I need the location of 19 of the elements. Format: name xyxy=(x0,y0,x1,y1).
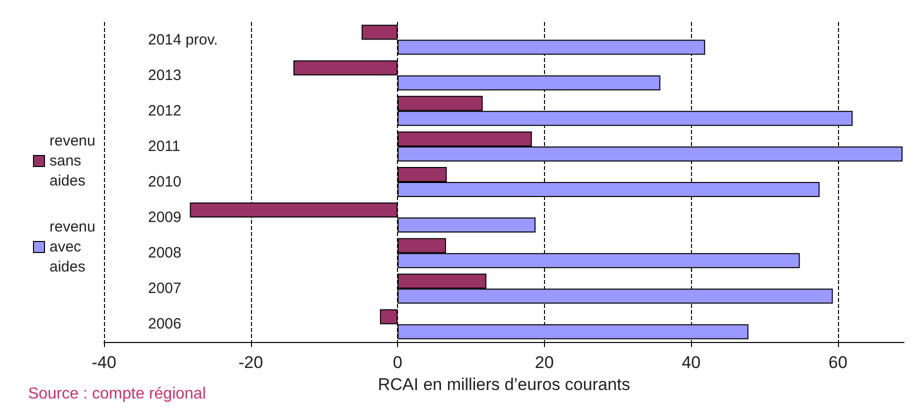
x-tick-label: 60 xyxy=(828,353,848,372)
source-note: Source : compte régional xyxy=(28,386,206,402)
x-tick-label: 20 xyxy=(534,353,554,372)
y-tick-label: 2009 xyxy=(148,209,182,226)
x-tick-label: 40 xyxy=(682,353,701,372)
x-axis-title: RCAI en milliers d’euros courants xyxy=(378,374,630,394)
y-tick-label: 2011 xyxy=(148,138,180,155)
y-tick-label: 2006 xyxy=(148,316,182,333)
x-tick-label: -20 xyxy=(238,353,264,372)
y-tick-label: 2013 xyxy=(148,66,182,84)
y-tick-label: 2010 xyxy=(148,174,182,190)
y-tick-label: 2008 xyxy=(148,244,182,262)
y-tick-label: 2012 xyxy=(148,102,182,120)
y-tick-label: 2007 xyxy=(148,280,182,298)
legend-label: revenu avec aides xyxy=(50,218,96,276)
x-tick-label: -40 xyxy=(92,353,116,372)
legend-label: revenu sans aides xyxy=(50,132,96,190)
y-tick-label: 2014 prov. xyxy=(148,31,218,48)
x-tick-label: 0 xyxy=(392,353,402,372)
